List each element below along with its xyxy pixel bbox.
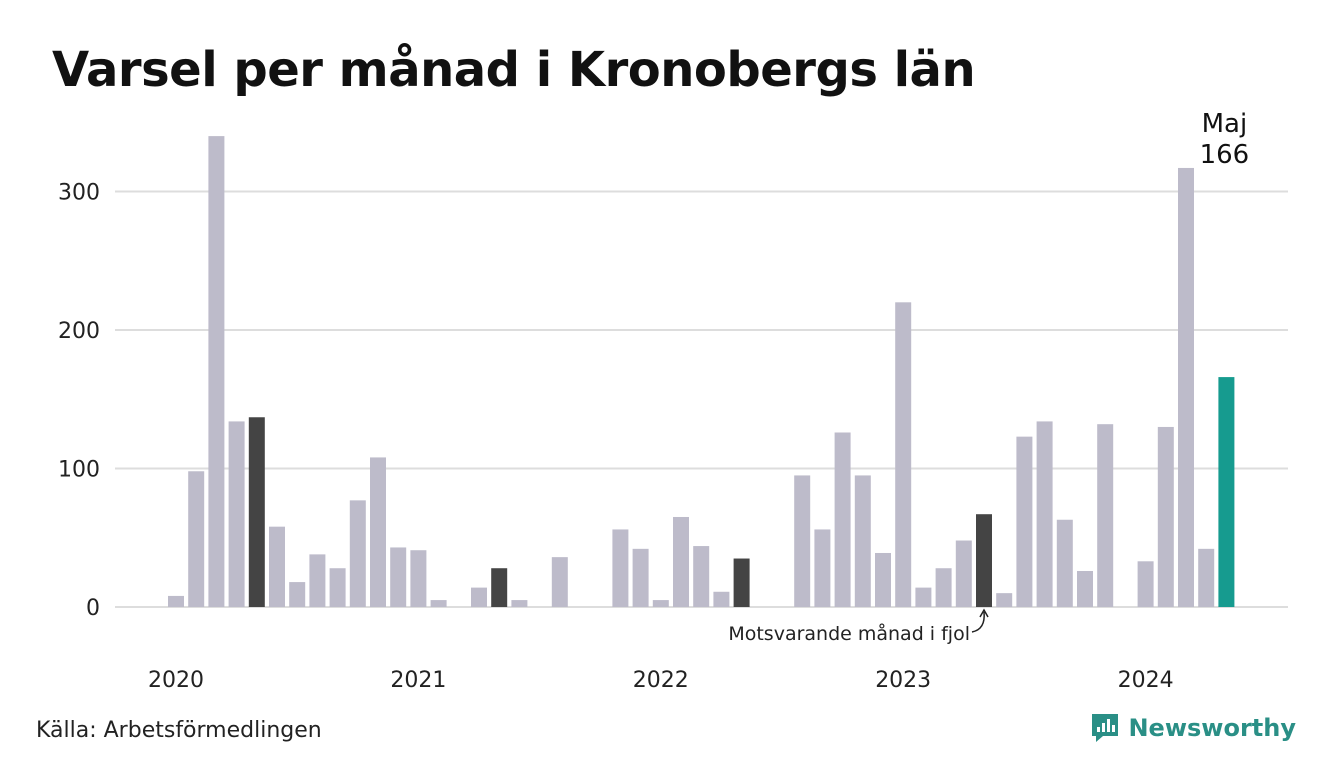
annotation-same-month: Motsvarande månad i fjol xyxy=(728,622,970,645)
bar xyxy=(1137,561,1154,607)
bar xyxy=(652,600,669,607)
bar xyxy=(1097,424,1114,607)
source-note: Källa: Arbetsförmedlingen xyxy=(36,718,322,743)
axis-labels: 0 100 200 300 2020 2021 2022 2023 2024 xyxy=(58,181,1174,694)
bar xyxy=(1016,436,1033,607)
bar xyxy=(733,558,750,607)
newsworthy-logo-icon xyxy=(1092,714,1119,742)
bar xyxy=(955,540,972,607)
bar xyxy=(309,554,326,607)
x-tick-label: 2022 xyxy=(633,668,689,693)
bar xyxy=(551,557,568,607)
annotation-current-value: 166 xyxy=(1200,140,1250,170)
bar xyxy=(208,136,225,607)
bar xyxy=(673,516,689,607)
bar xyxy=(1157,426,1174,607)
bar xyxy=(693,546,710,607)
x-tick-label: 2024 xyxy=(1118,668,1174,693)
bar xyxy=(875,552,891,607)
bar xyxy=(228,421,245,607)
bar xyxy=(491,568,508,607)
bar xyxy=(996,593,1013,607)
bar xyxy=(390,547,407,607)
bar xyxy=(1218,377,1235,607)
bar xyxy=(632,548,649,607)
bar xyxy=(370,457,386,607)
x-tick-label: 2023 xyxy=(875,668,931,693)
bar xyxy=(349,500,366,607)
bar xyxy=(410,550,427,607)
bar xyxy=(794,475,811,607)
bar xyxy=(935,568,952,607)
bar xyxy=(248,417,265,607)
bars xyxy=(168,136,1235,607)
bar xyxy=(430,600,447,607)
y-tick-label: 200 xyxy=(58,319,100,344)
bar xyxy=(915,587,932,607)
bar xyxy=(471,587,487,607)
bar xyxy=(1178,167,1194,607)
chart-title: Varsel per månad i Kronobergs län xyxy=(52,42,976,98)
x-tick-label: 2020 xyxy=(148,668,204,693)
bar xyxy=(188,471,205,607)
bar xyxy=(814,529,831,607)
brand-name: Newsworthy xyxy=(1128,714,1296,742)
bar xyxy=(713,591,730,607)
bar xyxy=(1198,548,1215,607)
bar xyxy=(269,526,285,607)
bar xyxy=(168,595,184,607)
annotation-current-month: Maj xyxy=(1202,109,1248,139)
bar xyxy=(612,529,629,607)
bar xyxy=(976,514,992,607)
y-tick-label: 100 xyxy=(58,458,100,483)
brand-logo: Newsworthy xyxy=(1090,712,1296,744)
annotation-arrowhead xyxy=(979,608,989,618)
bar xyxy=(289,582,306,607)
bar xyxy=(895,302,912,607)
y-tick-label: 0 xyxy=(86,596,100,621)
x-tick-label: 2021 xyxy=(390,668,446,693)
bar xyxy=(329,568,346,607)
y-tick-label: 300 xyxy=(58,181,100,206)
annotation-arrow xyxy=(971,611,985,633)
bar xyxy=(854,475,871,607)
bar xyxy=(1077,570,1093,607)
bar xyxy=(1036,421,1053,607)
bar xyxy=(834,432,851,607)
bar xyxy=(511,600,528,607)
bar xyxy=(1056,519,1073,607)
